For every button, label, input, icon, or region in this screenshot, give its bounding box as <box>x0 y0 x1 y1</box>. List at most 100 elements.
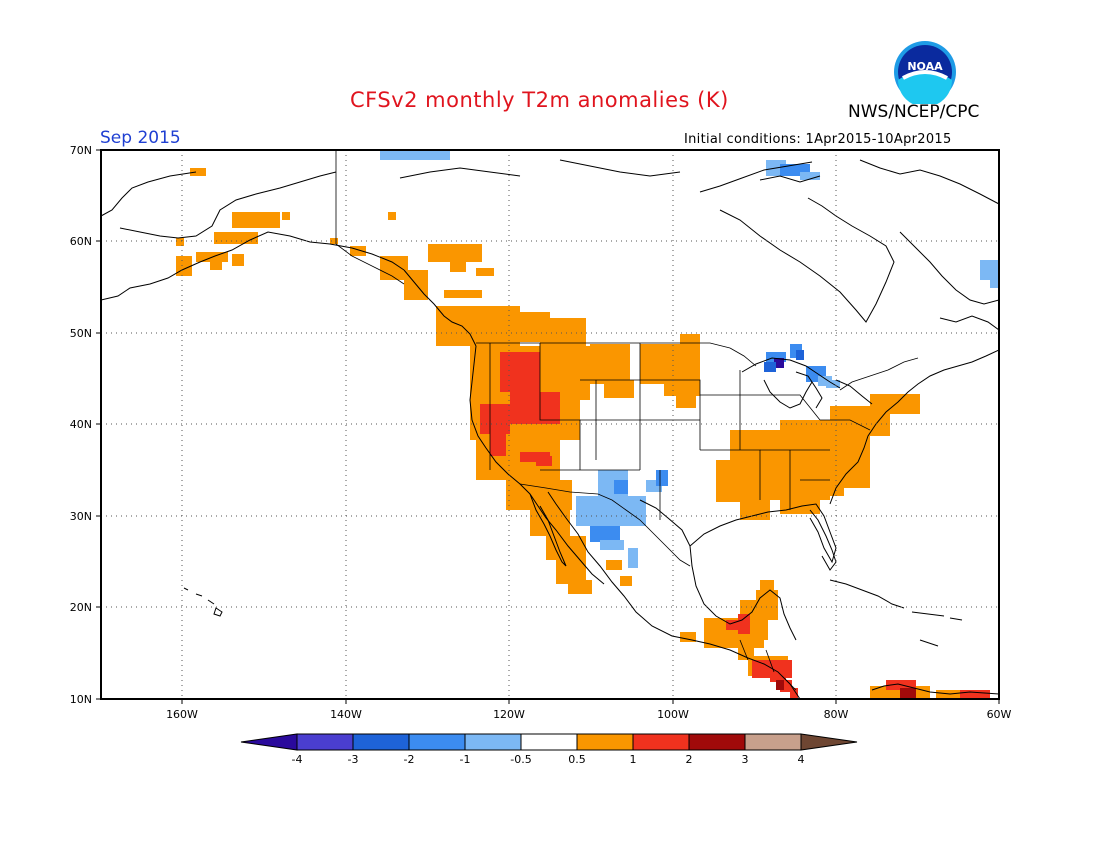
lat-label: 20N <box>70 601 92 614</box>
anomaly-cell <box>620 576 632 586</box>
anomaly-cell <box>790 688 798 699</box>
anomaly-cell <box>232 212 280 228</box>
anomaly-cell <box>628 548 638 568</box>
lon-label: 60W <box>987 708 1012 721</box>
lon-label: 100W <box>657 708 689 721</box>
agency-label: NWS/NCEP/CPC <box>848 102 980 122</box>
anomaly-cell <box>232 254 244 266</box>
anomaly-cell <box>214 232 258 244</box>
anomaly-cell <box>380 150 450 160</box>
anomaly-cell <box>282 212 290 220</box>
anomaly-cell <box>630 500 646 520</box>
lat-label: 60N <box>70 235 92 248</box>
anomaly-cell <box>990 278 999 288</box>
anomaly-cell <box>190 168 206 176</box>
anomaly-cell <box>330 238 338 244</box>
anomaly-cell <box>606 560 622 570</box>
anomaly-cell <box>740 500 770 520</box>
lat-label: 70N <box>70 144 92 157</box>
lon-label: 160W <box>166 708 198 721</box>
anomaly-cell <box>774 358 784 368</box>
lat-label: 10N <box>70 693 92 706</box>
anomaly-cell <box>590 344 630 384</box>
lat-label: 40N <box>70 418 92 431</box>
anomaly-cell <box>744 436 752 446</box>
colorbar-label: 4 <box>798 753 805 766</box>
anomaly-cell <box>800 172 820 180</box>
colorbar-label: -2 <box>404 753 415 766</box>
anomaly-cell <box>796 350 804 360</box>
anomaly-cell <box>980 260 999 280</box>
anomaly-cell <box>760 580 774 590</box>
anomaly-cell <box>176 256 192 276</box>
anomaly-cell <box>680 334 700 344</box>
anomaly-cell <box>770 672 786 682</box>
colorbar-cell <box>576 733 634 751</box>
colorbar-label: 2 <box>686 753 693 766</box>
anomaly-cell <box>506 480 572 510</box>
colorbar-label: -4 <box>292 753 303 766</box>
anomaly-cell <box>510 392 560 424</box>
anomaly-cell <box>476 268 494 276</box>
anomaly-cell <box>764 362 776 372</box>
colorbar-cell <box>296 733 354 751</box>
anomaly-cell <box>210 262 222 270</box>
colorbar-cell <box>632 733 690 751</box>
anomaly-cell <box>936 690 960 699</box>
anomaly-cell <box>520 452 550 462</box>
colorbar-cell <box>744 733 802 751</box>
anomaly-cell <box>604 380 634 398</box>
lon-label: 120W <box>493 708 525 721</box>
tick-marks <box>96 149 1000 704</box>
colorbar-label: 0.5 <box>568 753 586 766</box>
colorbar-cell <box>464 733 522 751</box>
lon-label: 80W <box>824 708 849 721</box>
colorbar: -4 -3 -2 -1 -0.5 0.5 1 2 3 4 <box>240 733 858 766</box>
noaa-logo-icon: NOAA <box>894 41 956 104</box>
anomaly-cell <box>614 480 628 494</box>
anomaly-cell <box>600 540 624 550</box>
lon-label: 140W <box>330 708 362 721</box>
anomaly-cell <box>656 470 668 486</box>
anomaly-cell <box>546 536 586 560</box>
lat-label: 30N <box>70 510 92 523</box>
anomaly-cell <box>450 262 466 272</box>
anomaly-cell <box>350 246 366 256</box>
colorbar-label: 1 <box>630 753 637 766</box>
colorbar-label: -3 <box>348 753 359 766</box>
anomaly-cell <box>428 244 482 262</box>
colorbar-cell <box>520 733 578 751</box>
anomaly-cell <box>664 370 700 396</box>
anomaly-cell <box>900 688 916 699</box>
anomaly-cell <box>818 376 832 386</box>
colorbar-max-arrow <box>800 733 858 751</box>
anomaly-cell <box>388 212 396 220</box>
anomaly-cell <box>536 456 552 466</box>
colorbar-cell <box>408 733 466 751</box>
anomaly-cell <box>676 396 696 408</box>
anomaly-cell <box>500 352 540 392</box>
colorbar-label: -1 <box>460 753 471 766</box>
colorbar-min-arrow <box>240 733 298 751</box>
anomaly-cell <box>960 690 990 699</box>
anomaly-cell <box>726 620 746 630</box>
colorbar-cell <box>688 733 746 751</box>
colorbar-label: -0.5 <box>510 753 531 766</box>
anomaly-cell <box>380 256 408 280</box>
anomaly-cell <box>480 404 510 434</box>
anomaly-cell <box>176 238 184 246</box>
anomaly-cell <box>568 580 592 594</box>
anomaly-cell <box>824 476 844 496</box>
colorbar-cell <box>352 733 410 751</box>
anomaly-cell <box>590 526 620 542</box>
lat-label: 50N <box>70 327 92 340</box>
logo-text: NOAA <box>907 60 943 73</box>
political-borders <box>335 150 919 691</box>
anomaly-cell <box>766 352 786 362</box>
anomaly-cell <box>444 290 482 298</box>
anomaly-cell <box>490 434 506 456</box>
forecast-month: Sep 2015 <box>100 128 181 148</box>
anomaly-shading <box>176 150 999 699</box>
coastlines <box>101 159 999 699</box>
